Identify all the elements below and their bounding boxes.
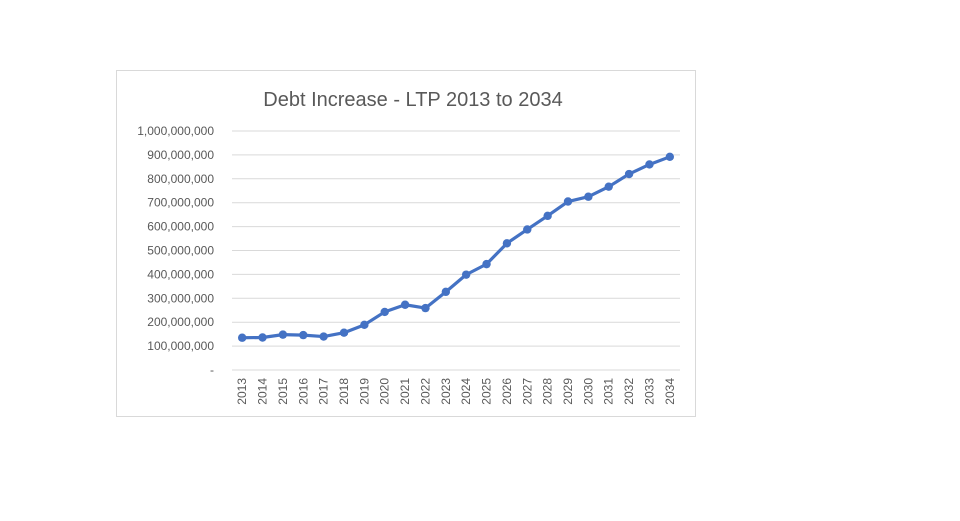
x-tick-label: 2026: [500, 378, 514, 405]
y-tick-label: 200,000,000: [147, 315, 214, 329]
series: [237, 152, 675, 342]
x-tick-label: 2030: [581, 378, 595, 405]
data-point: [360, 320, 369, 330]
data-point: [624, 169, 634, 179]
x-tick-label: 2022: [418, 378, 432, 405]
x-tick-label: 2031: [602, 378, 616, 405]
data-point: [421, 303, 430, 313]
x-tick-label: 2020: [378, 378, 392, 405]
x-tick-label: 2019: [357, 378, 371, 405]
series-line: [240, 155, 672, 340]
x-axis-tick-labels: 2013 2014 2015 2016 2017 2018 2019 2020 2021 2022…: [235, 378, 677, 405]
data-point: [319, 332, 328, 341]
data-point: [645, 160, 654, 169]
data-point: [299, 330, 308, 340]
x-tick-label: 2014: [256, 378, 270, 405]
x-tick-label: 2013: [235, 378, 249, 405]
data-point: [665, 152, 675, 162]
data-point: [400, 300, 410, 309]
x-tick-label: 2028: [541, 378, 555, 405]
data-point: [543, 211, 552, 221]
line-chart: Debt Increase - LTP 2013 to 2034 - 100,00…: [137, 89, 680, 405]
y-tick-label: 100,000,000: [147, 339, 214, 353]
data-point: [604, 182, 613, 191]
y-axis-tick-labels: - 100,000,000 200,000,000 300,000,000 400,00…: [137, 124, 214, 377]
data-point: [502, 239, 512, 248]
x-tick-label: 2029: [561, 378, 575, 405]
data-point: [237, 333, 247, 342]
x-tick-label: 2024: [459, 378, 473, 405]
data-point: [482, 259, 491, 269]
data-point: [339, 328, 349, 337]
x-tick-label: 2015: [276, 378, 290, 405]
chart-frame: Debt Increase - LTP 2013 to 2034 - 100,00…: [116, 70, 696, 417]
x-tick-label: 2023: [439, 378, 453, 405]
data-point: [258, 333, 267, 342]
gridlines: [232, 130, 680, 371]
y-tick-label: 400,000,000: [147, 267, 214, 281]
y-tick-label: 700,000,000: [147, 196, 214, 210]
y-tick-label: 300,000,000: [147, 291, 214, 305]
y-tick-label: 1,000,000,000: [137, 124, 214, 138]
data-point: [278, 330, 288, 339]
data-point: [380, 307, 389, 317]
y-tick-label: 600,000,000: [147, 220, 214, 234]
data-point: [584, 192, 593, 201]
x-tick-label: 2032: [622, 378, 636, 405]
x-tick-label: 2018: [337, 378, 351, 405]
y-tick-label: -: [210, 363, 214, 377]
x-tick-label: 2034: [663, 378, 677, 405]
y-tick-label: 500,000,000: [147, 244, 214, 258]
x-tick-label: 2033: [642, 378, 656, 405]
data-point: [563, 197, 573, 206]
chart-title: Debt Increase - LTP 2013 to 2034: [263, 89, 562, 111]
x-tick-label: 2025: [480, 378, 494, 405]
data-point: [461, 270, 471, 279]
x-tick-label: 2017: [317, 378, 331, 405]
y-tick-label: 800,000,000: [147, 172, 214, 186]
x-tick-label: 2016: [296, 378, 310, 405]
x-tick-label: 2021: [398, 378, 412, 405]
x-tick-label: 2027: [520, 378, 534, 405]
data-point: [523, 225, 532, 234]
y-tick-label: 900,000,000: [147, 148, 214, 162]
data-point: [441, 287, 451, 297]
